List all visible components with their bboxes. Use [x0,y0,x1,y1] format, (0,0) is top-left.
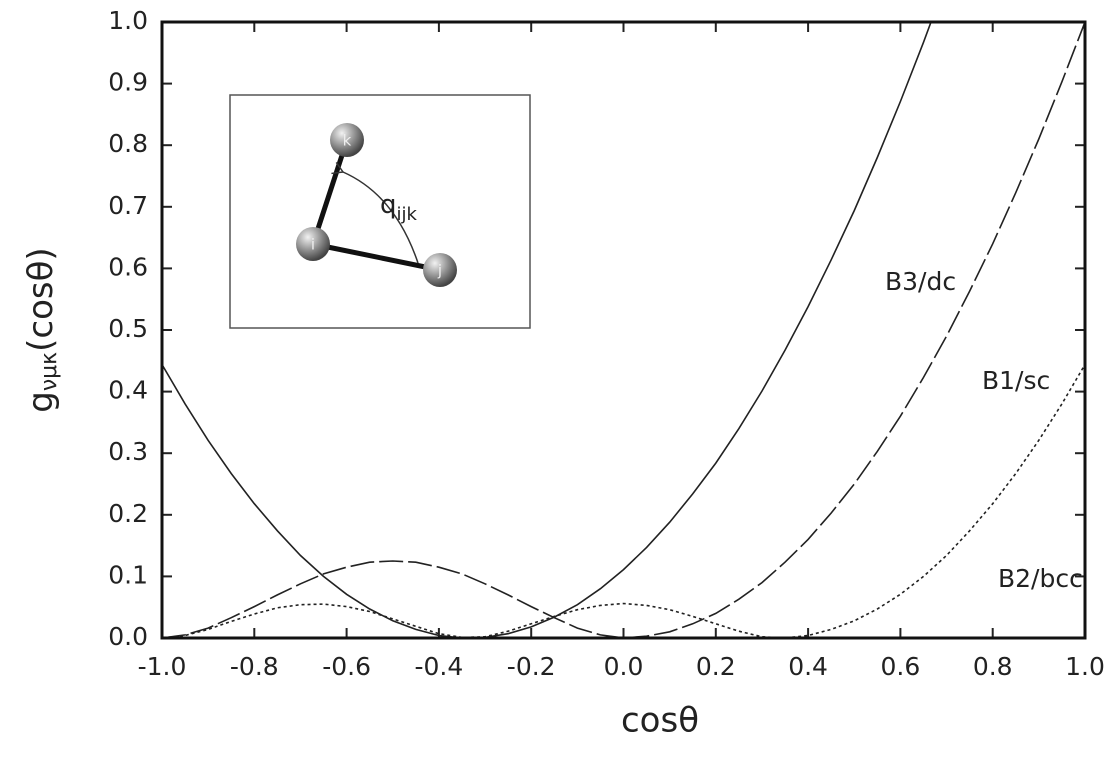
bond [310,139,350,245]
y-title-tail: (cosθ) [21,247,61,352]
angle-label: qijk [380,190,418,226]
series-label: B1/sc [982,366,1050,395]
x-tick-label: 0.4 [788,652,828,681]
atom [296,227,330,261]
x-tick-label: -1.0 [138,652,187,681]
angle-main: q [380,190,397,220]
atom [423,253,457,287]
y-tick-label: 0.3 [108,437,148,466]
plot-frame [160,20,1087,640]
x-tick-label: 0.6 [881,652,921,681]
x-tick-label: -0.8 [230,652,279,681]
y-axis-title: gνμκ(cosθ) [21,247,63,412]
y-tick-label: 0.9 [108,68,148,97]
angle-arc [331,162,419,264]
atom-label: i [311,236,315,254]
x-tick-label: -0.6 [322,652,371,681]
inset: k i j qijk [229,94,531,329]
x-tick-label: -0.2 [507,652,556,681]
x-axis-title: cosθ [621,701,699,741]
y-tick-label: 0.4 [108,376,148,405]
x-tick-label: -0.4 [415,652,464,681]
series-label: B3/dc [885,267,956,296]
inset-frame [229,94,531,329]
atom-label: k [343,132,352,150]
atom [330,123,364,157]
y-tick-label: 0.2 [108,499,148,528]
y-tick-label: 0.5 [108,314,148,343]
y-tick-label: 1.0 [108,6,148,35]
y-tick-label: 0.1 [108,560,148,589]
series-line [162,22,1085,638]
series-line [162,364,1085,638]
y-tick-label: 0.0 [108,622,148,651]
bond [312,241,441,273]
angle-sub: ijk [397,204,418,225]
y-tick-label: 0.6 [108,252,148,281]
plot-lines [162,22,1085,638]
x-tick-label: 0.2 [696,652,736,681]
y-title-sub: νμκ [37,352,62,391]
y-tick-label: 0.8 [108,129,148,158]
series-label: B2/bcc [998,564,1083,593]
y-tick-label: 0.7 [108,191,148,220]
atom-label: j [437,262,442,280]
y-title-main: g [21,391,61,413]
x-tick-label: 0.0 [604,652,644,681]
x-tick-label: 0.8 [973,652,1013,681]
x-tick-label: 1.0 [1065,652,1105,681]
